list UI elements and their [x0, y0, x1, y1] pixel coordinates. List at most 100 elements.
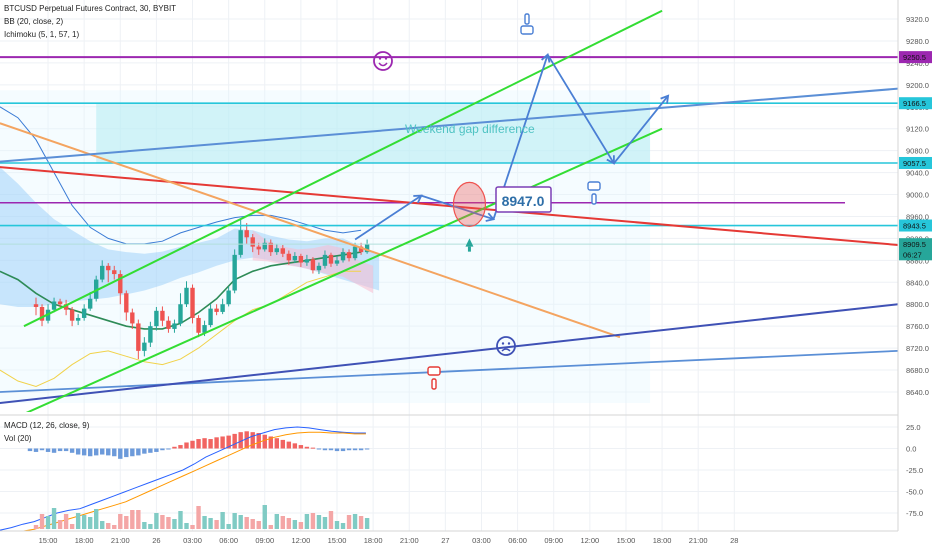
volume-bar — [340, 523, 346, 529]
pointing-hand-mid-icon-finger — [591, 193, 597, 205]
candle-body — [340, 252, 346, 261]
macd-tick-label: -50.0 — [906, 488, 923, 497]
price-tick-label: 9200.0 — [906, 81, 929, 90]
candle-body — [184, 287, 189, 305]
candle-body — [69, 309, 75, 321]
macd-histogram-bar — [148, 448, 153, 453]
volume-bar — [39, 514, 45, 529]
bb-lower-line — [0, 270, 362, 388]
candle-body — [124, 293, 129, 313]
time-tick-label: 21:00 — [400, 536, 419, 545]
time-tick-label: 28 — [730, 536, 738, 545]
price-tick-label: 8880.0 — [906, 256, 929, 265]
candle-body — [51, 301, 57, 310]
candle-body — [166, 320, 171, 329]
candle-body — [280, 248, 286, 254]
sad-face-icon-eye — [507, 342, 511, 345]
channel-lower-line — [25, 127, 663, 412]
macd-histogram-bar — [69, 448, 75, 453]
price-tag-box — [899, 156, 932, 169]
volume-bar — [238, 515, 243, 529]
candle-body — [328, 254, 334, 264]
volume-bar — [172, 519, 177, 529]
candle-body — [142, 342, 147, 351]
macd-histogram-bar — [232, 433, 237, 449]
macd-histogram-bar — [63, 448, 69, 452]
happy-face-icon — [373, 51, 393, 71]
price-tick-label: 8840.0 — [906, 278, 929, 287]
macd-histogram-bar — [334, 448, 340, 452]
candle-body — [268, 242, 273, 253]
volume-bar — [268, 525, 273, 529]
candle-body — [316, 265, 322, 271]
price-tag-label: 9166.5 — [903, 99, 926, 108]
time-tick-label: 27 — [441, 536, 449, 545]
price-tick-label: 9240.0 — [906, 59, 929, 68]
macd-histogram-bar — [304, 446, 310, 449]
volume-bar — [202, 516, 207, 529]
candle-body — [81, 308, 87, 318]
pointing-hand-bottom-icon — [427, 366, 441, 376]
macd-histogram-bar — [172, 446, 177, 449]
macd-histogram-bar — [220, 436, 225, 449]
bb-legend[interactable]: BB (20, close, 2) — [4, 17, 64, 26]
macd-tick-label: 0.0 — [906, 445, 916, 454]
time-tick-label: 21:00 — [689, 536, 708, 545]
price-tick-label: 8640.0 — [906, 388, 929, 397]
happy-face-icon-mouth — [378, 62, 388, 67]
candle-body — [286, 253, 292, 261]
macd-axis: 25.0 0.0 -25.0 -50.0 -75.0 — [906, 423, 923, 518]
price-tick-label: 8720.0 — [906, 344, 929, 353]
candle-body — [226, 290, 231, 305]
volume-bar — [190, 525, 195, 529]
macd-histogram-bar — [214, 437, 219, 449]
candle-body — [94, 279, 99, 299]
volume-bar — [178, 511, 183, 529]
candle-body — [33, 304, 39, 307]
steel-trendline-upper — [0, 87, 898, 163]
volume-bar — [75, 513, 81, 529]
price-tag-label: 06:27 — [903, 250, 922, 259]
price-tag-box — [899, 238, 932, 251]
macd-histogram-bar — [328, 448, 334, 451]
macd-histogram-bar — [124, 448, 129, 458]
vol-legend[interactable]: Vol (20) — [4, 434, 32, 443]
candle-body — [106, 265, 111, 271]
projection-arrowhead — [413, 194, 423, 204]
time-tick-label: 15:00 — [39, 536, 58, 545]
candle-body — [75, 317, 81, 321]
macd-histogram-bar — [292, 443, 298, 449]
price-tick-label: 8960.0 — [906, 212, 929, 221]
volume-bar — [352, 514, 358, 529]
channel-upper-line — [23, 9, 663, 328]
candle-body — [310, 259, 316, 271]
price-tick-label: 8760.0 — [906, 322, 929, 331]
macd-tick-label: 25.0 — [906, 423, 921, 432]
volume-bar — [364, 518, 370, 529]
volume-bar — [274, 514, 279, 529]
volume-bar — [310, 513, 316, 529]
volume-bar — [100, 521, 105, 529]
candle-body — [232, 254, 237, 291]
candle-body — [250, 237, 255, 247]
candle-body — [39, 306, 45, 321]
volume-bar — [304, 514, 310, 529]
macd-legend[interactable]: MACD (12, 26, close, 9) — [4, 421, 90, 430]
time-tick-label: 12:00 — [580, 536, 599, 545]
ichimoku-legend[interactable]: Ichimoku (5, 1, 57, 1) — [4, 30, 80, 39]
volume-bar — [316, 515, 322, 529]
time-tick-label: 09:00 — [544, 536, 563, 545]
price-tick-label: 9040.0 — [906, 169, 929, 178]
price-tags: 9250.5 9166.5 9057.5 8943.5 8909.506:27 — [899, 51, 932, 261]
macd-histogram-bar — [39, 448, 45, 451]
macd-histogram-bar — [142, 448, 147, 454]
macd-histogram-bar — [316, 448, 322, 450]
candles — [33, 219, 370, 360]
volume-bar — [94, 509, 99, 529]
macd-histogram-bar — [184, 442, 189, 449]
volume-bar — [232, 513, 237, 529]
red-trendline — [0, 166, 898, 246]
volume-bar — [196, 506, 201, 529]
volume-bar — [33, 525, 39, 529]
